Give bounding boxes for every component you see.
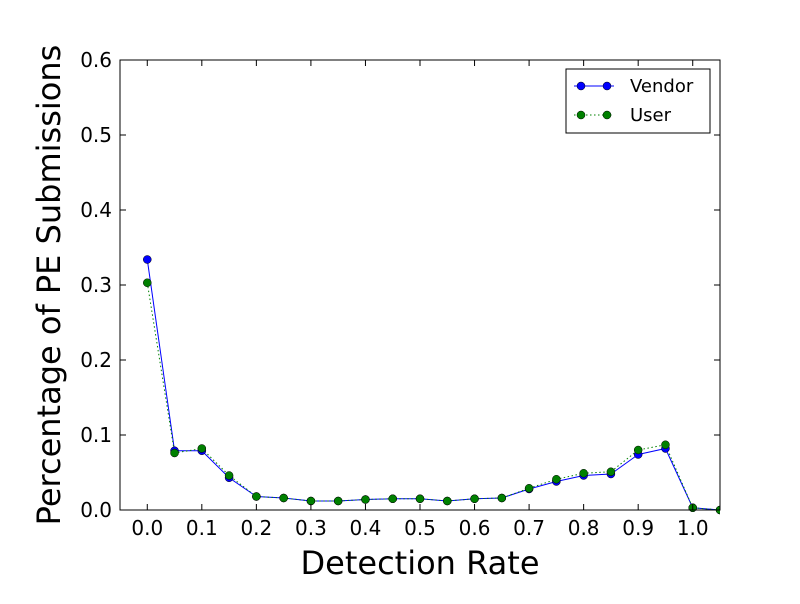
- data-point-user: [606, 467, 616, 476]
- x-tick-label: 0.8: [568, 516, 600, 540]
- legend-box: [565, 68, 711, 134]
- data-point-user: [306, 496, 316, 506]
- legend-label-vendor: Vendor: [630, 76, 694, 97]
- series-line-user: [146, 282, 720, 511]
- x-tick-label: 0.6: [459, 516, 491, 540]
- legend-label-user: User: [630, 105, 672, 126]
- x-tick-label: 1.0: [677, 516, 709, 540]
- data-point-user: [443, 496, 452, 506]
- x-axis-label: Detection Rate: [301, 544, 540, 582]
- series-layer: [143, 255, 720, 515]
- y-tick-label: 0.2: [80, 348, 112, 372]
- y-tick-label: 0.4: [80, 198, 112, 222]
- data-point-user: [279, 493, 288, 503]
- data-point-user: [415, 494, 425, 503]
- data-point-user: [633, 445, 643, 455]
- x-tick-label: 0.3: [295, 516, 327, 540]
- y-tick-label: 0.3: [80, 273, 112, 297]
- axis-ticks: 0.0 0.1 0.2 0.3 0.4 0.5 0.6 0.7 0.8 0.9 1.0 0.0 0.1 0…: [80, 48, 720, 540]
- y-axis-label: Percentage of PE Submissions: [30, 45, 68, 526]
- data-point-user: [197, 444, 207, 453]
- x-tick-label: 0.9: [622, 516, 654, 540]
- y-tick-label: 0.5: [80, 123, 112, 147]
- data-point-user: [579, 469, 588, 478]
- legend-marker-user: [576, 110, 586, 120]
- data-point-user: [224, 471, 234, 480]
- y-tick-label: 0.0: [80, 498, 112, 522]
- data-point-user: [252, 492, 261, 501]
- x-tick-label: 0.2: [240, 516, 272, 540]
- data-point-user: [497, 493, 507, 503]
- data-point-user: [361, 495, 370, 504]
- data-point-user: [143, 278, 152, 287]
- data-point-user: [470, 494, 479, 503]
- x-tick-label: 0.0: [131, 516, 163, 540]
- legend-marker-user: [602, 110, 612, 120]
- data-point-vendor: [143, 255, 152, 264]
- x-tick-label: 0.1: [186, 516, 218, 540]
- legend-marker-vendor: [576, 81, 586, 91]
- legend: Vendor User: [565, 68, 711, 134]
- x-tick-label: 0.7: [513, 516, 545, 540]
- y-tick-label: 0.1: [80, 423, 112, 447]
- x-tick-label: 0.5: [404, 516, 436, 540]
- legend-marker-vendor: [602, 81, 612, 91]
- data-point-user: [388, 494, 397, 503]
- x-tick-label: 0.4: [350, 516, 382, 540]
- data-point-user: [661, 440, 670, 449]
- y-tick-label: 0.6: [80, 48, 112, 72]
- data-point-user: [333, 496, 343, 506]
- data-point-user: [170, 448, 179, 458]
- series-line-vendor: [146, 259, 720, 511]
- data-point-user: [552, 475, 561, 484]
- data-point-user: [524, 484, 534, 493]
